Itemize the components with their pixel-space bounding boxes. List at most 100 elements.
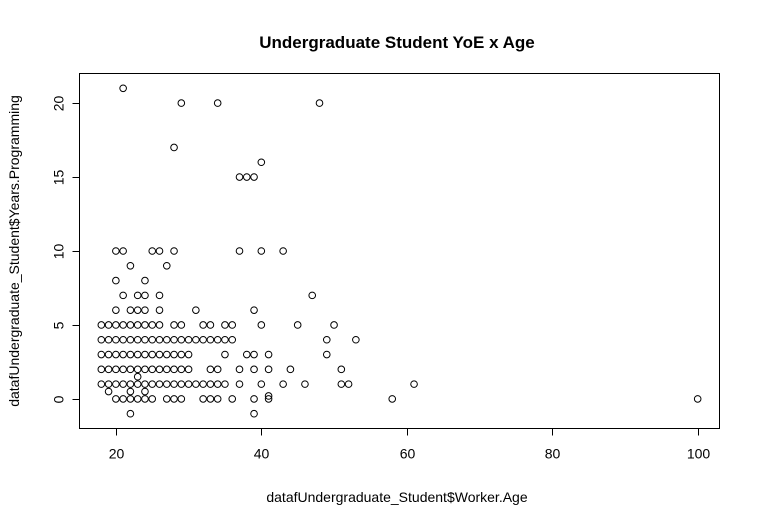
y-axis: 0 5 10 15 20 [51, 96, 80, 403]
x-tick-label: 80 [545, 446, 561, 462]
data-point [322, 350, 331, 359]
data-point [170, 335, 178, 344]
data-point [213, 380, 222, 388]
data-point [97, 380, 106, 388]
data-point [112, 380, 120, 388]
data-point [337, 365, 346, 374]
data-point [112, 247, 120, 255]
data-point [133, 365, 142, 374]
data-point [119, 247, 127, 255]
data-point [155, 365, 164, 374]
data-point [148, 395, 157, 403]
data-point [104, 387, 113, 396]
data-point [170, 321, 178, 329]
data-point [126, 409, 135, 418]
data-point [119, 84, 127, 93]
data-point [133, 350, 142, 359]
data-point [155, 350, 164, 359]
data-point [170, 350, 178, 359]
data-point [264, 395, 273, 403]
data-point [184, 350, 193, 359]
data-point [199, 335, 207, 344]
data-point [213, 99, 222, 107]
data-point [155, 380, 164, 388]
data-point [184, 365, 193, 374]
data-point [322, 335, 331, 344]
data-point [177, 99, 186, 107]
data-point [177, 321, 186, 329]
data-point [162, 380, 171, 388]
data-point [141, 321, 149, 329]
data-point [112, 335, 120, 344]
data-point [184, 380, 193, 388]
x-tick-label: 40 [254, 446, 270, 462]
x-axis: 20 40 60 80 100 [109, 428, 710, 462]
data-point [206, 395, 215, 403]
data-point [221, 380, 229, 388]
data-point [199, 321, 207, 329]
data-point [184, 335, 193, 344]
data-point [126, 335, 135, 344]
data-point [257, 247, 266, 255]
data-point [112, 365, 120, 374]
plot-frame [79, 73, 720, 429]
data-point [148, 365, 157, 374]
y-tick-label: 10 [51, 244, 67, 260]
data-point [242, 173, 251, 181]
data-point [250, 173, 258, 181]
y-tick-label: 20 [51, 96, 67, 112]
data-point [148, 335, 157, 344]
data-point [279, 247, 287, 255]
data-point [126, 306, 135, 314]
data-point [177, 365, 186, 374]
data-point [141, 306, 149, 314]
data-point [126, 387, 135, 396]
data-point [410, 380, 418, 388]
data-point [170, 247, 178, 255]
data-points [97, 84, 702, 418]
data-point [279, 380, 287, 388]
data-point [104, 350, 113, 359]
data-point [119, 335, 127, 344]
data-point [388, 395, 397, 403]
data-point [221, 335, 229, 344]
data-point [141, 387, 149, 396]
data-point [199, 395, 207, 403]
data-point [141, 365, 149, 374]
y-axis-label: datafUndergraduate_Student$Years.Program… [6, 95, 22, 407]
data-point [170, 365, 178, 374]
data-point [286, 365, 295, 374]
data-point [148, 321, 157, 329]
data-point [235, 380, 244, 388]
data-point [133, 291, 142, 300]
data-point [170, 143, 178, 152]
x-axis-label: datafUndergraduate_Student$Worker.Age [266, 489, 527, 505]
data-point [162, 261, 171, 270]
data-point [162, 395, 171, 403]
y-tick-label: 5 [51, 321, 67, 329]
data-point [112, 276, 120, 285]
data-point [315, 99, 324, 107]
data-point [177, 350, 186, 359]
x-tick-label: 20 [109, 446, 125, 462]
data-point [213, 395, 222, 403]
data-point [264, 392, 273, 400]
data-point [213, 335, 222, 344]
data-point [235, 247, 244, 255]
data-point [119, 350, 127, 359]
data-point [206, 321, 215, 329]
data-point [104, 365, 113, 374]
data-point [162, 350, 171, 359]
data-point [119, 365, 127, 374]
data-point [119, 321, 127, 329]
data-point [155, 247, 164, 255]
data-point [97, 321, 106, 329]
data-point [293, 321, 302, 329]
data-point [257, 321, 266, 329]
data-point [192, 306, 200, 314]
y-tick-label: 15 [51, 170, 67, 186]
data-point [264, 350, 273, 359]
data-point [133, 380, 142, 388]
data-point [112, 350, 120, 359]
data-point [133, 395, 142, 403]
